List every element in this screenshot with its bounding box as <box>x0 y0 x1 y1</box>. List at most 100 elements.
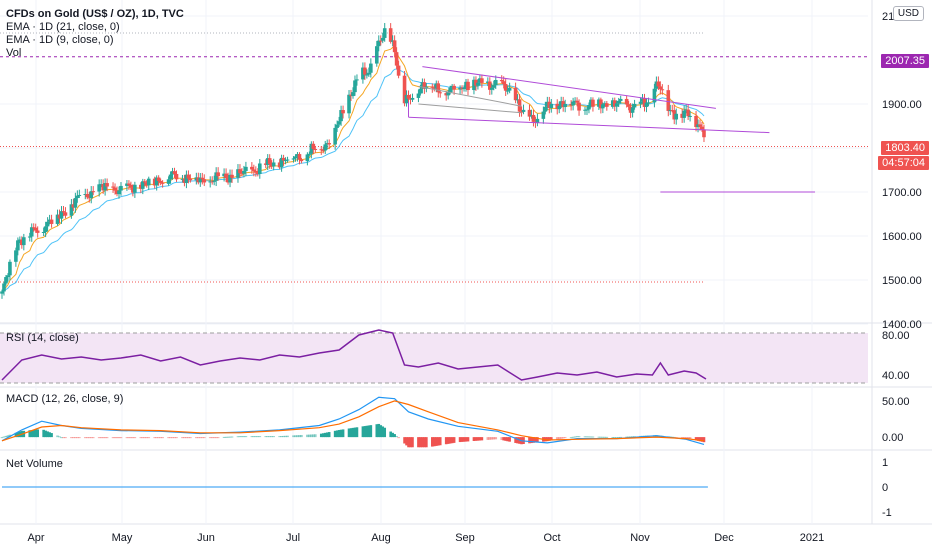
macd-histogram-bar <box>506 437 509 442</box>
rsi-pane-label[interactable]: RSI (14, close) <box>6 332 79 344</box>
macd-histogram-bar <box>698 437 702 442</box>
macd-histogram-bar <box>478 437 482 441</box>
candle-body <box>87 197 92 199</box>
candle-body <box>27 236 32 238</box>
candle-body <box>418 88 423 94</box>
macd-histogram-bar <box>87 437 91 439</box>
symbol-title[interactable]: CFDs on Gold (US$ / OZ), 1D, TVC <box>6 8 184 20</box>
candle-body <box>402 75 407 104</box>
candle-body <box>125 183 129 186</box>
candle-body <box>168 174 173 180</box>
rsi-line <box>1 329 707 381</box>
macd-histogram-bar <box>16 432 20 438</box>
candle-body <box>587 105 591 110</box>
candle-body <box>142 181 147 183</box>
macd-histogram-bar <box>32 429 36 438</box>
macd-histogram-bar <box>284 435 287 438</box>
macd-histogram-bar <box>14 432 18 438</box>
candle-body <box>434 83 439 89</box>
candle-body <box>236 169 240 178</box>
macd-histogram-bar <box>129 437 133 439</box>
candle-body <box>597 99 601 107</box>
candle-body <box>158 180 163 183</box>
macd-histogram-bar <box>534 437 537 443</box>
candle-body <box>160 182 165 184</box>
macd-histogram-bar <box>629 436 632 438</box>
candle-body <box>222 173 226 177</box>
candle-body <box>113 187 117 191</box>
candle-body <box>305 154 310 162</box>
macd-histogram-bar <box>319 433 323 438</box>
macd-histogram-bar <box>434 437 438 446</box>
macd-histogram-bar <box>444 437 448 445</box>
macd-histogram-bar <box>549 437 553 441</box>
macd-histogram-bar <box>36 429 39 438</box>
ema9-legend[interactable]: EMA · 1D (9, close, 0) <box>6 34 114 46</box>
candle-body <box>642 98 647 107</box>
macd-histogram-bar <box>559 437 563 439</box>
candle-body <box>267 158 272 164</box>
candle-body <box>212 180 216 182</box>
candle-body <box>547 101 552 109</box>
macd-histogram-bar <box>599 436 603 438</box>
macd-histogram-bar <box>323 432 327 438</box>
macd-histogram-bar <box>6 435 10 438</box>
candle-body <box>311 143 316 149</box>
candle-body <box>131 187 135 193</box>
macd-histogram-bar <box>619 436 622 438</box>
ema21-legend[interactable]: EMA · 1D (21, close, 0) <box>6 21 120 33</box>
inner-channel-lower <box>418 103 522 114</box>
candle-body <box>45 221 50 227</box>
macd-histogram-bar <box>423 437 426 448</box>
y-tick-label: 1900.00 <box>882 99 922 111</box>
macd-histogram-bar <box>298 435 301 438</box>
macd-histogram-bar <box>492 437 496 440</box>
macd-histogram-bar <box>139 437 143 439</box>
candle-body <box>174 173 179 180</box>
candle-body <box>668 110 673 112</box>
candle-body <box>319 149 324 151</box>
candle-body <box>75 195 80 199</box>
candle-body <box>293 156 298 159</box>
candle-body <box>144 182 149 186</box>
candle-body <box>680 113 684 118</box>
macd-histogram-bar <box>325 432 329 438</box>
macd-histogram-bar <box>321 433 325 438</box>
macd-tick-label: 0.00 <box>882 432 903 444</box>
candle-body <box>99 184 103 186</box>
candle-body <box>474 79 478 86</box>
vol-legend[interactable]: Vol <box>6 47 22 59</box>
macd-histogram-bar <box>353 427 357 438</box>
candle-body <box>115 190 119 195</box>
macd-histogram-bar <box>48 432 51 438</box>
macd-histogram-bar <box>575 436 579 438</box>
currency-button[interactable]: USD <box>892 6 924 21</box>
candle-body <box>432 87 437 89</box>
macd-histogram-bar <box>127 437 131 439</box>
candle-body <box>152 178 157 186</box>
macd-pane-label[interactable]: MACD (12, 26, close, 9) <box>6 393 124 405</box>
macd-histogram-bar <box>355 427 359 438</box>
candle-body <box>349 94 353 97</box>
candle-body <box>599 99 603 109</box>
candle-body <box>476 82 480 86</box>
macd-histogram-bar <box>466 437 470 442</box>
net-volume-pane-label[interactable]: Net Volume <box>6 458 63 470</box>
candle-body <box>626 104 631 107</box>
macd-histogram-bar <box>224 436 228 438</box>
candle-body <box>269 163 274 167</box>
candle-body <box>18 239 22 241</box>
macd-histogram-bar <box>688 437 692 440</box>
macd-histogram-bar <box>700 437 704 442</box>
candle-body <box>35 230 40 233</box>
macd-histogram-bar <box>282 435 285 438</box>
candle-body <box>172 171 177 174</box>
rsi-tick-label: 40.00 <box>882 370 910 382</box>
macd-histogram-bar <box>508 437 511 442</box>
macd-histogram-bar <box>569 437 573 439</box>
candle-body <box>696 124 700 128</box>
candle-body <box>640 98 645 102</box>
candle-body <box>111 186 115 188</box>
macd-histogram-bar <box>74 437 77 439</box>
